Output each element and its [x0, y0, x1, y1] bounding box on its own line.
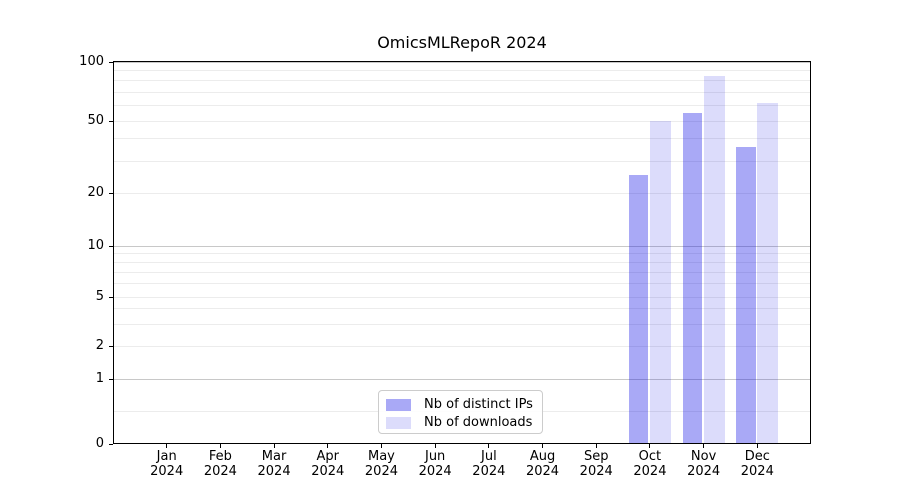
minor-gridline	[113, 261, 811, 263]
y-axis-tick-label: 1	[95, 371, 104, 386]
y-axis-tick-label: 100	[79, 54, 104, 69]
x-axis-tick	[327, 444, 329, 448]
x-axis-tick	[703, 444, 705, 448]
y-axis-tick	[109, 61, 113, 63]
y-axis-tick-label: 0	[95, 436, 104, 451]
x-axis-tick	[273, 444, 275, 448]
x-tick-label-jul: Jul 2024	[472, 449, 506, 479]
minor-gridline	[113, 160, 811, 162]
y-axis-tick	[109, 378, 113, 380]
y-axis-tick	[109, 120, 113, 122]
minor-gridline	[113, 91, 811, 93]
x-tick-label-may: May 2024	[364, 449, 398, 479]
x-axis-tick	[166, 444, 168, 448]
x-tick-label-dec: Dec 2024	[740, 449, 774, 479]
x-tick-label-feb: Feb 2024	[203, 449, 237, 479]
y-axis-tick	[109, 245, 113, 247]
downloads-swatch-icon	[386, 417, 411, 429]
x-axis-tick	[488, 444, 490, 448]
minor-gridline	[113, 308, 811, 310]
distinct-ips-swatch-icon	[386, 399, 411, 411]
minor-gridline	[113, 120, 811, 122]
x-axis-tick	[380, 444, 382, 448]
legend-item-distinct-ips: Nb of distinct IPs	[386, 396, 542, 414]
x-axis-tick	[542, 444, 544, 448]
legend-item-downloads: Nb of downloads	[386, 414, 542, 432]
x-tick-label-oct: Oct 2024	[633, 449, 667, 479]
x-axis-tick	[219, 444, 221, 448]
major-gridline	[113, 378, 811, 380]
y-axis-tick-label: 2	[95, 338, 104, 353]
x-axis-tick	[595, 444, 597, 448]
legend-label-downloads: Nb of downloads	[424, 415, 533, 430]
x-tick-label-jun: Jun 2024	[418, 449, 452, 479]
y-axis-tick-label: 5	[95, 289, 104, 304]
y-axis-tick-label: 20	[87, 185, 104, 200]
bar-distinct-ips-nov	[682, 112, 703, 444]
y-axis-tick-label: 50	[87, 113, 104, 128]
bar-downloads-dec	[757, 102, 779, 444]
minor-gridline	[113, 345, 811, 347]
x-axis-tick	[434, 444, 436, 448]
minor-gridline	[113, 192, 811, 194]
y-axis-tick	[109, 192, 113, 194]
minor-gridline	[113, 104, 811, 106]
x-tick-label-nov: Nov 2024	[687, 449, 721, 479]
y-axis-tick	[109, 296, 113, 298]
minor-gridline	[113, 283, 811, 285]
chart-title: OmicsMLRepoR 2024	[377, 33, 547, 52]
minor-gridline	[113, 253, 811, 255]
x-tick-label-aug: Aug 2024	[525, 449, 560, 479]
x-tick-label-jan: Jan 2024	[150, 449, 184, 479]
y-axis-tick-label: 10	[87, 238, 104, 253]
bar-downloads-oct	[649, 121, 671, 444]
major-gridline	[113, 245, 811, 247]
x-axis-tick	[756, 444, 758, 448]
bar-distinct-ips-dec	[736, 146, 756, 444]
x-tick-label-sep: Sep 2024	[579, 449, 613, 479]
legend-label-distinct-ips: Nb of distinct IPs	[424, 397, 533, 412]
minor-gridline	[113, 70, 811, 72]
x-axis-tick	[649, 444, 651, 448]
y-axis-tick	[109, 345, 113, 347]
minor-gridline	[113, 296, 811, 298]
y-axis-tick	[109, 443, 113, 445]
bar-downloads-nov	[703, 75, 725, 444]
x-tick-label-mar: Mar 2024	[257, 449, 291, 479]
bar-distinct-ips-oct	[628, 175, 649, 444]
major-gridline	[113, 61, 811, 63]
minor-gridline	[113, 323, 811, 325]
minor-gridline	[113, 80, 811, 82]
legend: Nb of distinct IPs Nb of downloads	[378, 390, 543, 434]
minor-gridline	[113, 138, 811, 140]
minor-gridline	[113, 271, 811, 273]
x-tick-label-apr: Apr 2024	[311, 449, 345, 479]
